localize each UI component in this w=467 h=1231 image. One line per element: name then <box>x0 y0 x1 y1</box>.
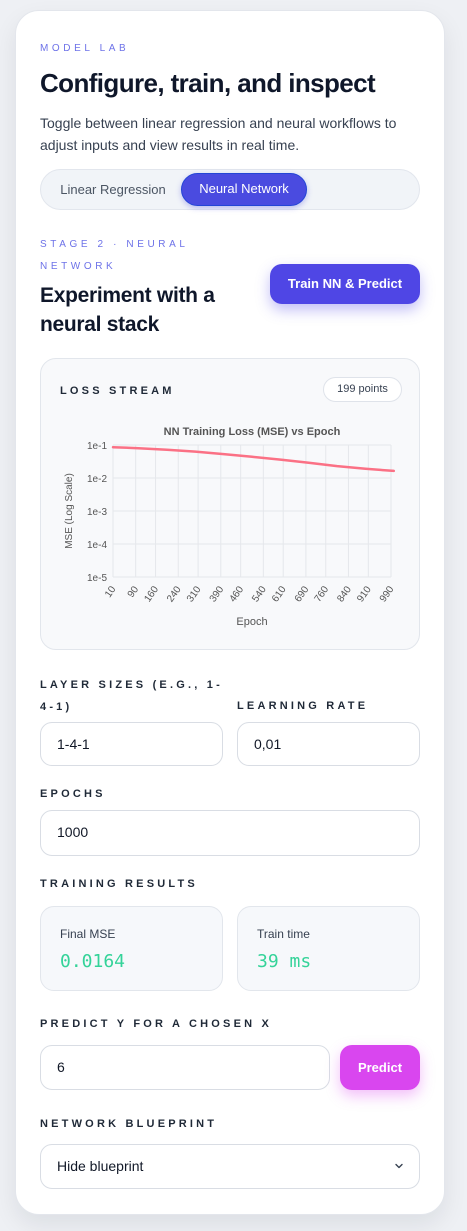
linear-regression-tab[interactable]: Linear Regression <box>60 182 166 197</box>
page-title: Configure, train, and inspect <box>40 68 376 98</box>
predict-label: PREDICT Y FOR A CHOSEN X <box>40 1018 273 1030</box>
chevron-down-icon <box>395 1163 403 1169</box>
x-tick-label: 310 <box>185 584 204 604</box>
loss-series-line <box>111 445 396 473</box>
final-mse-card: Final MSE 0.0164 <box>40 906 223 991</box>
x-tick-label: 610 <box>270 584 289 604</box>
stage-title-line2: neural stack <box>40 313 159 336</box>
x-tick-label: 840 <box>335 584 354 604</box>
layer-sizes-label: LAYER SIZES (E.G., 1- 4-1) <box>40 674 240 718</box>
stage-eyebrow-line2: NETWORK <box>40 261 117 272</box>
x-tick-label: 160 <box>142 584 161 604</box>
y-tick-label: 1e-5 <box>87 573 107 584</box>
predict-button[interactable]: Predict <box>340 1045 420 1090</box>
model-lab-eyebrow: MODEL LAB <box>40 43 130 54</box>
x-tick-label: 10 <box>103 584 119 600</box>
loss-stream-title: LOSS STREAM <box>60 385 175 397</box>
x-tick-label: 910 <box>355 584 374 604</box>
learning-rate-input[interactable]: 0,01 <box>237 722 420 766</box>
y-axis-label: MSE (Log Scale) <box>64 473 75 549</box>
y-tick-label: 1e-4 <box>87 540 107 551</box>
x-tick-label: 90 <box>126 584 142 600</box>
y-tick-label: 1e-1 <box>87 441 107 452</box>
epochs-label: EPOCHS <box>40 788 106 800</box>
neural-network-tab[interactable]: Neural Network <box>181 173 307 206</box>
y-tick-label: 1e-3 <box>87 507 107 518</box>
train-time-value: 39 ms <box>257 951 312 972</box>
page-intro: Toggle between linear regression and neu… <box>40 115 397 153</box>
x-tick-label: 240 <box>165 584 184 604</box>
train-time-label: Train time <box>257 927 310 941</box>
x-tick-label: 690 <box>293 584 312 604</box>
blueprint-select[interactable]: Hide blueprint <box>40 1144 420 1189</box>
mode-toggle: Linear Regression Neural Network <box>40 169 420 210</box>
x-tick-label: 460 <box>228 584 247 604</box>
learning-rate-label: LEARNING RATE <box>237 700 369 712</box>
x-tick-label: 990 <box>378 584 397 604</box>
stage-eyebrow-line1: STAGE 2 · NEURAL <box>40 239 189 250</box>
layer-sizes-input[interactable]: 1-4-1 <box>40 722 223 766</box>
final-mse-value: 0.0164 <box>60 951 126 972</box>
train-predict-button[interactable]: Train NN & Predict <box>270 264 420 304</box>
x-tick-label: 760 <box>313 584 332 604</box>
loss-stream-panel: LOSS STREAM 199 points 1e-1 1e-2 1e-3 1e-4 1… <box>40 358 420 650</box>
training-results-label: TRAINING RESULTS <box>40 878 198 890</box>
predict-x-input[interactable]: 6 <box>40 1045 330 1090</box>
chart-title: NN Training Loss (MSE) vs Epoch <box>164 426 341 438</box>
points-badge: 199 points <box>323 377 402 402</box>
epochs-input[interactable]: 1000 <box>40 810 420 856</box>
layer-sizes-label-line1: LAYER SIZES (E.G., 1- <box>40 679 223 691</box>
train-time-card: Train time 39 ms <box>237 906 420 991</box>
x-axis-label: Epoch <box>236 616 267 628</box>
loss-chart: 1e-1 1e-2 1e-3 1e-4 1e-510 90 160 240 310 390 460 5… <box>64 426 397 628</box>
x-tick-label: 540 <box>250 584 269 604</box>
y-tick-label: 1e-2 <box>87 474 107 485</box>
network-blueprint-label: NETWORK BLUEPRINT <box>40 1118 218 1130</box>
blueprint-selected-value: Hide blueprint <box>57 1158 144 1174</box>
layer-sizes-label-line2: 4-1) <box>40 701 73 713</box>
stage-title-line1: Experiment with a <box>40 284 215 307</box>
final-mse-label: Final MSE <box>60 927 116 941</box>
x-tick-label: 390 <box>208 584 227 604</box>
stage-title: Experiment with a neural stack <box>40 281 215 339</box>
